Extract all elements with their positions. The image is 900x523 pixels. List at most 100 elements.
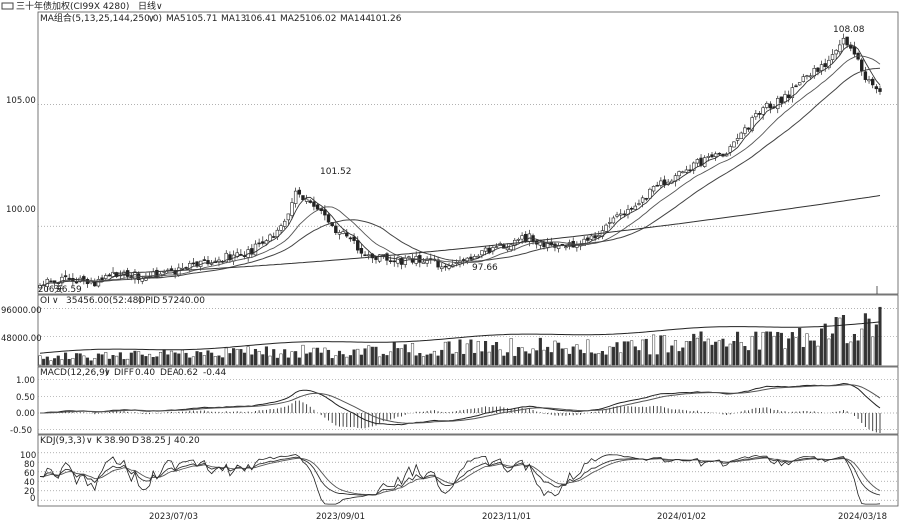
- candle-down: [348, 237, 353, 240]
- candle-up: [684, 169, 689, 173]
- candle-up: [133, 271, 137, 280]
- kdj-tick-label: 0: [30, 494, 35, 504]
- oi-bar: [794, 337, 798, 366]
- candle-up: [765, 102, 769, 108]
- candle-up: [440, 266, 444, 269]
- candle-up: [615, 214, 619, 217]
- oi-bar: [425, 354, 429, 366]
- oi-bar: [768, 331, 772, 366]
- candle-up: [867, 79, 871, 82]
- candle-up: [597, 235, 601, 238]
- candle-up: [38, 285, 42, 289]
- oi-bar: [451, 353, 455, 366]
- diff-label: DIFF: [114, 368, 134, 378]
- oi-bar: [447, 341, 451, 366]
- oi-bar: [60, 359, 64, 366]
- oi-bar: [283, 349, 287, 366]
- oi-bar: [637, 350, 641, 366]
- oi-bar: [210, 352, 214, 366]
- oi-bar: [717, 340, 721, 366]
- candle-down: [823, 63, 827, 68]
- oi-bar: [761, 331, 765, 366]
- oi-bar: [250, 354, 254, 366]
- candle-up: [341, 231, 345, 234]
- candle-down: [388, 260, 393, 262]
- oi-panel: [37, 294, 899, 367]
- oi-bar: [305, 353, 309, 366]
- oi-bar: [188, 357, 192, 366]
- kdj-legend: KDJ(9,3,3) ∨ K 38.90 D 38.25 J 40.20: [40, 436, 200, 446]
- candle-down: [849, 44, 853, 49]
- trough-annotation: 97.66: [472, 263, 498, 273]
- k-value: 38.90: [104, 436, 130, 446]
- candle-down: [586, 237, 590, 241]
- period-label[interactable]: 日线: [138, 0, 156, 12]
- oi-bar: [652, 334, 656, 366]
- oi-bar: [38, 355, 42, 366]
- kdj-tick-label: 80: [24, 460, 35, 470]
- candle-down: [326, 214, 331, 223]
- oi-bar: [454, 352, 458, 366]
- candle-up: [396, 257, 400, 264]
- oi-bar: [107, 358, 111, 366]
- price-axis: 105.00 100.00 206天: [6, 96, 63, 295]
- oi-bar: [589, 352, 594, 366]
- candle-up: [465, 257, 470, 261]
- ma13-name: MA13: [221, 14, 246, 24]
- candle-up: [783, 94, 787, 103]
- oi-bar: [662, 335, 667, 366]
- candle-up: [494, 246, 499, 248]
- oi-bar: [867, 318, 871, 366]
- oi-bar: [195, 351, 199, 366]
- ma144-value: 101.26: [370, 14, 402, 24]
- period-chevron-icon[interactable]: ∨: [156, 2, 163, 12]
- oi-bar: [677, 351, 681, 366]
- oi-bar: [480, 351, 484, 366]
- oi-bar: [772, 335, 776, 366]
- candle-up: [743, 127, 747, 134]
- ma25-value: 106.02: [305, 14, 337, 24]
- candle-up: [827, 59, 831, 69]
- oi-tick-label: 96000.00: [1, 306, 42, 316]
- candle-up: [754, 113, 758, 118]
- oi-bar: [308, 352, 312, 366]
- oi-bar: [703, 341, 707, 366]
- oi-bar: [144, 356, 148, 366]
- oi-bar: [199, 352, 203, 366]
- candle-up: [732, 141, 736, 148]
- candle-down: [272, 236, 276, 238]
- oi-bar: [396, 348, 400, 366]
- candle-down: [622, 213, 627, 216]
- ma13-line: [39, 55, 881, 286]
- candle-up: [608, 222, 612, 224]
- candle-up: [692, 162, 696, 171]
- oi-bar: [655, 354, 659, 366]
- candle-up: [425, 258, 429, 264]
- oi-bar: [414, 355, 418, 366]
- oi-bar: [582, 353, 586, 366]
- candle-up: [677, 171, 681, 177]
- candle-down: [542, 241, 546, 248]
- oi-bar: [213, 356, 217, 366]
- oi-bar: [184, 352, 188, 366]
- oi-bar: [126, 358, 130, 366]
- candle-up: [750, 117, 754, 131]
- candle-down: [345, 232, 349, 237]
- oi-bar: [370, 346, 374, 366]
- oi-bar: [754, 331, 758, 366]
- macd-tick-label: 0.50: [16, 393, 35, 403]
- oi-legend: OI ∨ 35456.00(52:48) OPID 57240.00: [40, 296, 205, 306]
- oi-bar: [235, 349, 239, 366]
- oi-bar: [604, 354, 608, 366]
- candle-up: [808, 75, 813, 78]
- macd-legend: MACD(12,26,9) ∨ DIFF 0.40 DEA 0.62 -0.44: [40, 368, 227, 378]
- oi-bar: [484, 341, 488, 366]
- candle-up: [776, 98, 780, 110]
- candle-up: [713, 153, 718, 157]
- oi-bar: [681, 347, 685, 366]
- d-value: 38.25: [140, 436, 166, 446]
- oi-bar: [790, 332, 794, 366]
- oi-bar: [367, 345, 371, 366]
- oi-bar: [122, 359, 126, 366]
